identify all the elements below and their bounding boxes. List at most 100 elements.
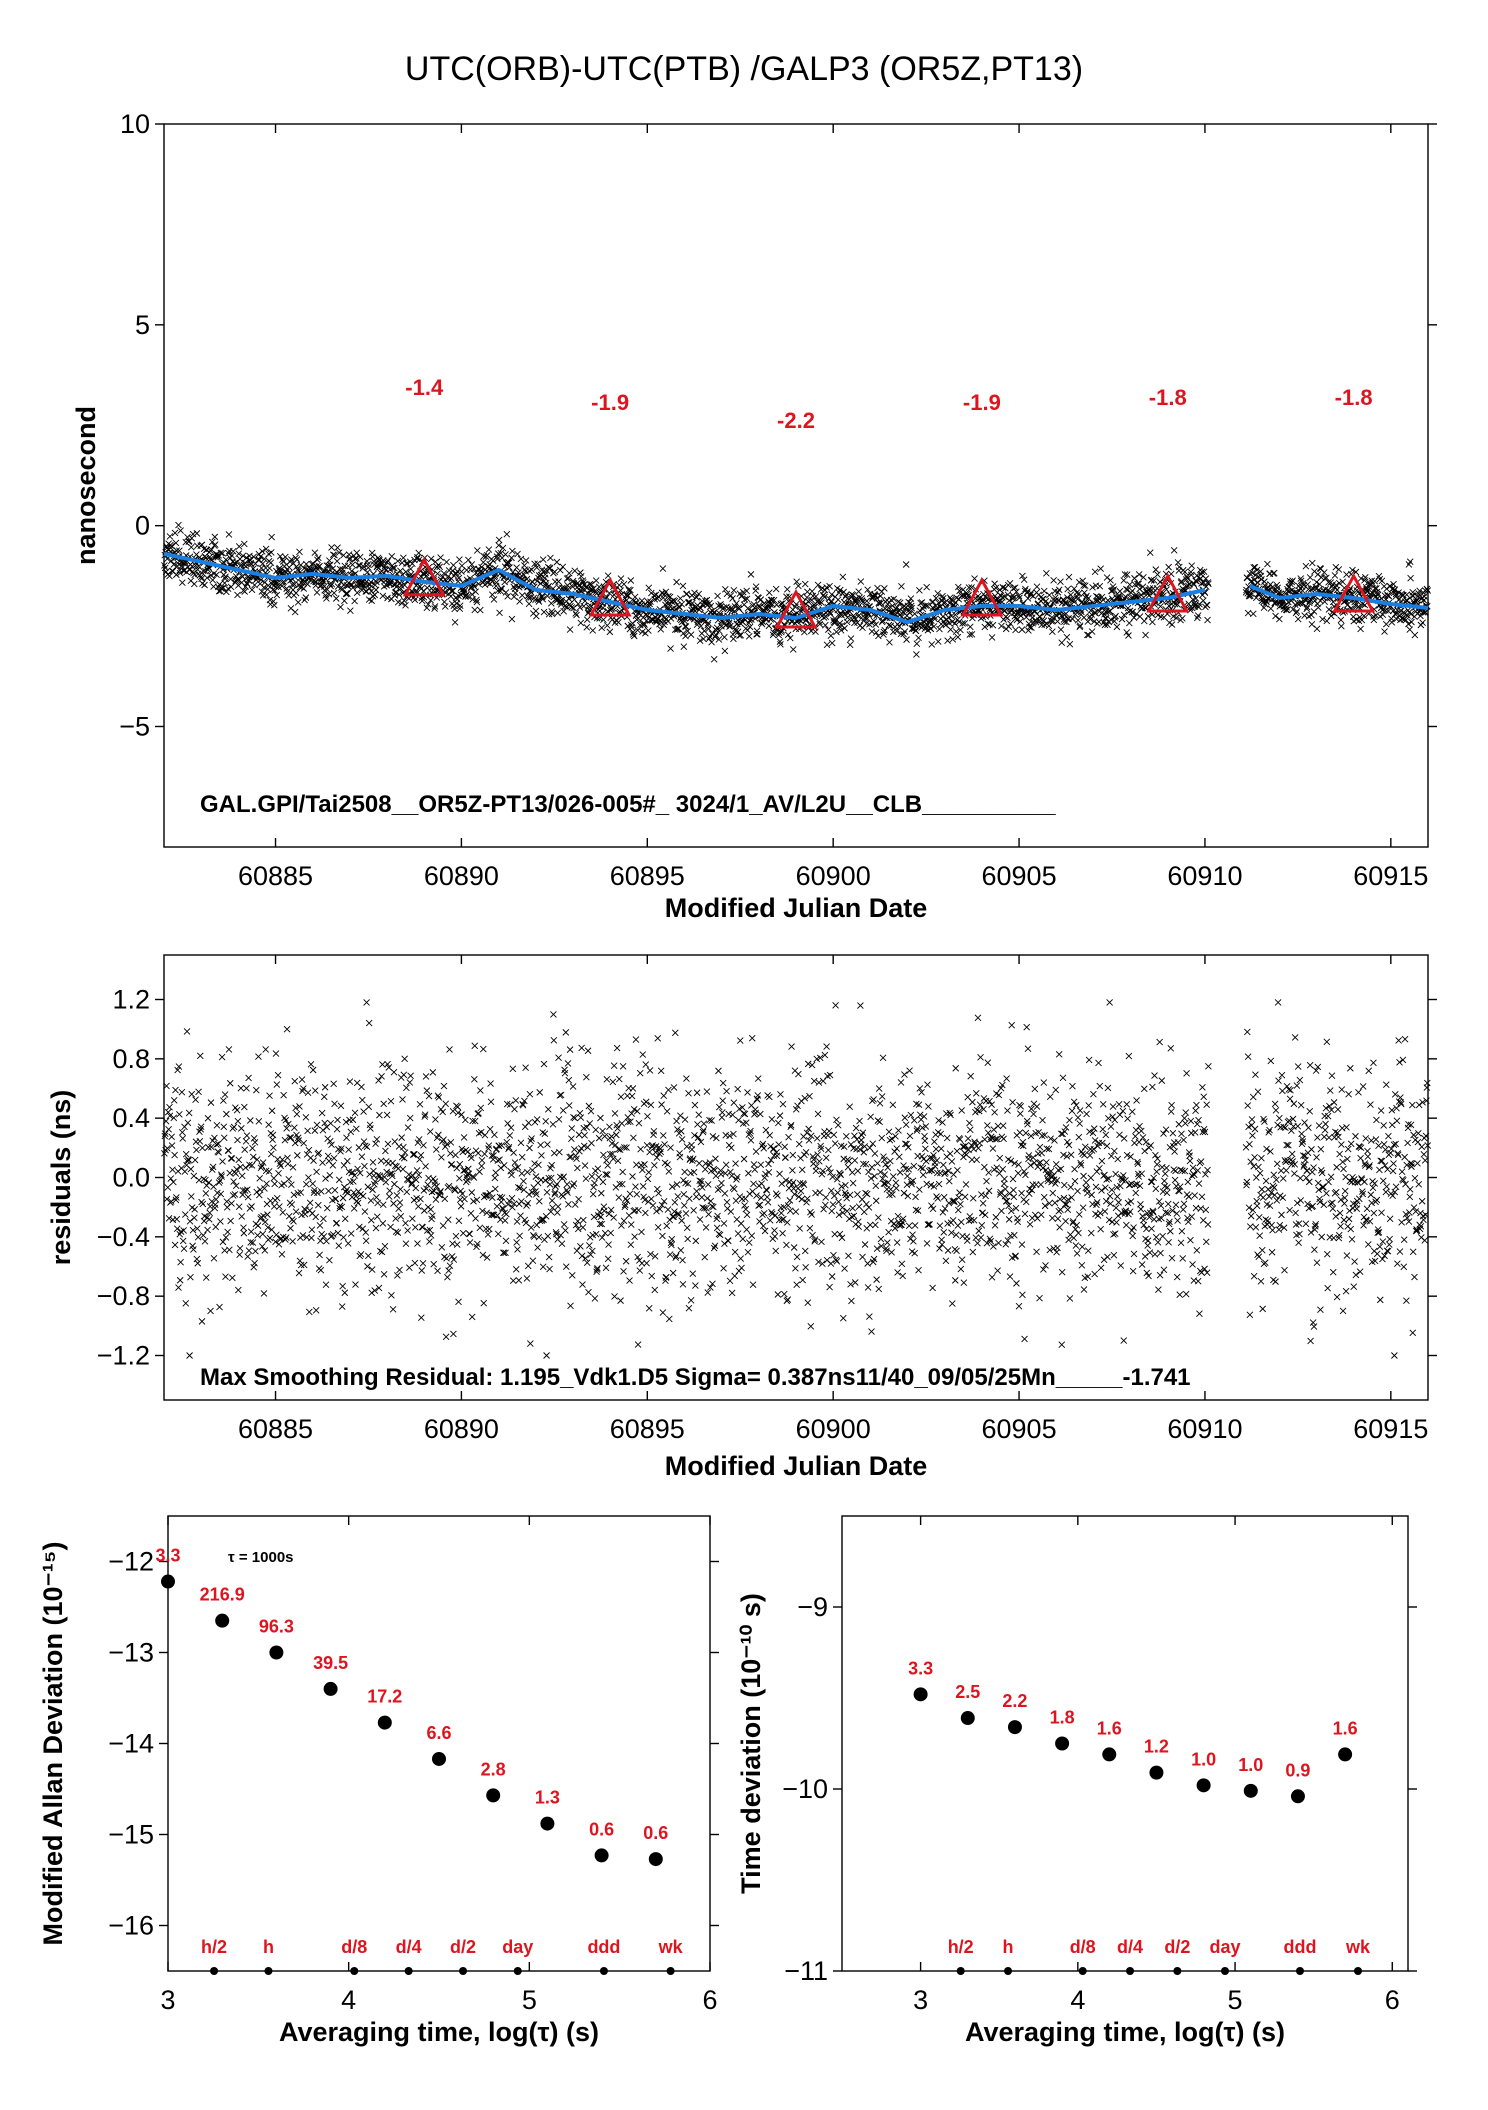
residual-point xyxy=(749,1035,755,1041)
residual-point xyxy=(536,1234,542,1240)
data-point xyxy=(615,619,621,625)
residual-point xyxy=(667,1252,673,1258)
residual-point xyxy=(350,1117,356,1123)
residual-point xyxy=(314,1169,320,1175)
residual-point xyxy=(670,1214,676,1220)
residual-point xyxy=(586,1242,592,1248)
data-point xyxy=(722,586,728,592)
residual-point xyxy=(994,1165,1000,1171)
residual-point xyxy=(249,1204,255,1210)
residual-point xyxy=(406,1265,412,1271)
residual-point xyxy=(593,1127,599,1133)
residual-point xyxy=(454,1165,460,1171)
residual-point xyxy=(296,1270,302,1276)
residual-point xyxy=(838,1172,844,1178)
residual-point xyxy=(1015,1219,1021,1225)
data-point xyxy=(267,565,273,571)
residual-point xyxy=(536,1198,542,1204)
residual-point xyxy=(179,1089,185,1095)
residual-point xyxy=(546,1254,552,1260)
residual-point xyxy=(850,1205,856,1211)
residual-point xyxy=(195,1260,201,1266)
residual-point xyxy=(823,1155,829,1161)
residual-point xyxy=(469,1190,475,1196)
residual-point xyxy=(866,1314,872,1320)
residual-point xyxy=(682,1169,688,1175)
residual-point xyxy=(600,1179,606,1185)
residual-point xyxy=(202,1177,208,1183)
data-point xyxy=(621,581,627,587)
x-tick-label: 60895 xyxy=(610,1414,685,1444)
residual-point xyxy=(204,1183,210,1189)
data-point xyxy=(677,595,683,601)
residual-point xyxy=(443,1334,449,1340)
residual-point xyxy=(446,1268,452,1274)
residual-point xyxy=(907,1068,913,1074)
residual-point xyxy=(544,1141,550,1147)
residual-point xyxy=(970,1195,976,1201)
residual-point xyxy=(374,1136,380,1142)
residual-point xyxy=(1019,1292,1025,1298)
data-point xyxy=(442,603,448,609)
data-point xyxy=(1175,559,1181,565)
residual-point xyxy=(360,1193,366,1199)
residual-point xyxy=(574,1248,580,1254)
data-point xyxy=(1149,619,1155,625)
residual-point xyxy=(744,1227,750,1233)
residual-point xyxy=(974,1157,980,1163)
x-tick-label: 60895 xyxy=(610,861,685,891)
residual-point xyxy=(756,1218,762,1224)
residual-point xyxy=(643,1062,649,1068)
residual-point xyxy=(540,1264,546,1270)
data-point xyxy=(1143,632,1149,638)
residual-point xyxy=(331,1081,337,1087)
residual-point xyxy=(420,1142,426,1148)
residual-point xyxy=(887,1137,893,1143)
data-point xyxy=(746,633,752,639)
residual-point xyxy=(560,1193,566,1199)
residual-point xyxy=(303,1114,309,1120)
residual-point xyxy=(729,1290,735,1296)
data-point xyxy=(179,580,185,586)
data-point xyxy=(1169,622,1175,628)
residual-point xyxy=(313,1214,319,1220)
residual-point xyxy=(294,1152,300,1158)
data-point xyxy=(886,639,892,645)
data-point xyxy=(908,596,914,602)
residual-point xyxy=(523,1203,529,1209)
residual-point xyxy=(582,1132,588,1138)
x-tick-label: 60885 xyxy=(238,861,313,891)
residual-point xyxy=(1006,1216,1012,1222)
residual-point xyxy=(276,1170,282,1176)
residual-point xyxy=(1028,1162,1034,1168)
residual-point xyxy=(373,1194,379,1200)
residual-point xyxy=(547,1181,553,1187)
data-point xyxy=(1271,570,1277,576)
data-point xyxy=(929,641,935,647)
residual-point xyxy=(308,1061,314,1067)
data-point xyxy=(312,550,318,556)
residual-point xyxy=(247,1117,253,1123)
residual-point xyxy=(794,1254,800,1260)
residual-point xyxy=(224,1199,230,1205)
data-point xyxy=(314,557,320,563)
residual-point xyxy=(832,1231,838,1237)
residual-point xyxy=(511,1150,517,1156)
residual-point xyxy=(569,1125,575,1131)
residual-point xyxy=(884,1240,890,1246)
residual-point xyxy=(457,1161,463,1167)
data-point xyxy=(869,628,875,634)
data-point xyxy=(416,550,422,556)
residual-point xyxy=(789,1044,795,1050)
residual-point xyxy=(811,1078,817,1084)
residual-point xyxy=(697,1217,703,1223)
residual-point xyxy=(746,1240,752,1246)
residual-point xyxy=(569,1272,575,1278)
data-point xyxy=(1140,574,1146,580)
residual-point xyxy=(274,1195,280,1201)
residual-point xyxy=(200,1232,206,1238)
residual-point xyxy=(955,1207,961,1213)
residual-point xyxy=(186,1110,192,1116)
data-point xyxy=(648,590,654,596)
residual-point xyxy=(187,1274,193,1280)
